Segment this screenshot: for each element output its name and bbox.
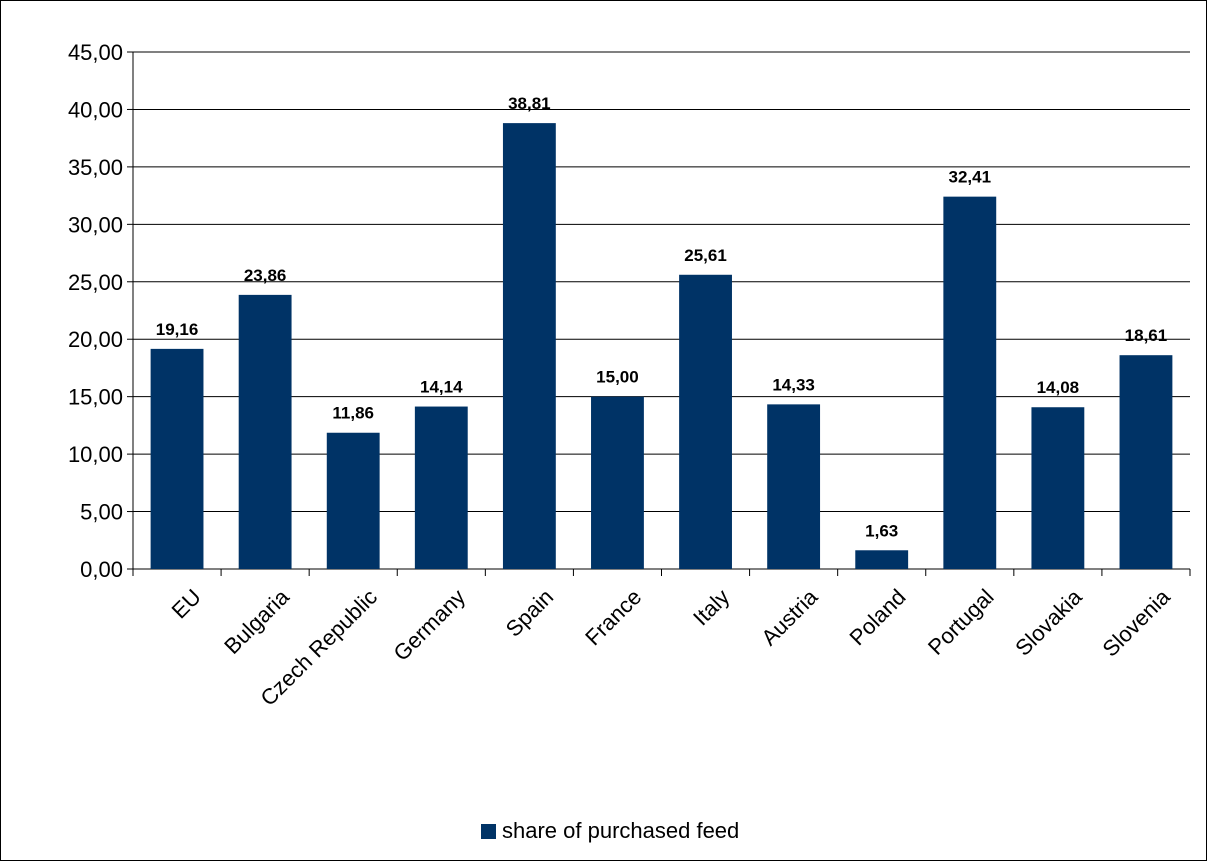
bar — [326, 432, 380, 569]
y-tick-label: 20,00 — [68, 327, 123, 352]
legend: share of purchased feed — [481, 818, 739, 844]
bars — [150, 123, 1173, 570]
axes — [127, 51, 1191, 576]
y-tick-label: 25,00 — [68, 270, 123, 295]
y-tick-label: 45,00 — [68, 40, 123, 65]
bar — [502, 123, 556, 570]
y-tick-label: 40,00 — [68, 97, 123, 122]
y-tick-label: 5,00 — [80, 500, 123, 525]
data-label: 38,81 — [508, 94, 551, 113]
legend-swatch — [481, 823, 496, 839]
y-tick-label: 35,00 — [68, 155, 123, 180]
y-tick-labels: 0,00 5,00 10,00 15,00 20,00 25,00 30,00 35,00 40… — [68, 40, 123, 582]
data-label: 23,86 — [244, 266, 287, 285]
data-label: 14,33 — [772, 375, 815, 394]
y-tick-label: 30,00 — [68, 212, 123, 237]
x-tick-label: EU — [167, 584, 206, 623]
y-tick-label: 0,00 — [80, 557, 123, 582]
data-label: 18,61 — [1125, 326, 1168, 345]
data-label: 32,41 — [949, 168, 992, 187]
gridlines — [133, 51, 1190, 513]
data-label: 14,14 — [420, 378, 463, 397]
legend-label: share of purchased feed — [502, 818, 740, 843]
bar — [591, 396, 644, 569]
bar — [1119, 355, 1173, 569]
bar — [767, 404, 821, 569]
data-label: 25,61 — [684, 246, 727, 265]
x-tick-label: Slovenia — [1097, 584, 1175, 662]
x-tick-label: Germany — [388, 584, 470, 666]
bar — [1031, 407, 1085, 569]
bar — [943, 196, 997, 569]
data-label: 14,08 — [1037, 378, 1080, 397]
y-tick-label: 15,00 — [68, 385, 123, 410]
data-label: 1,63 — [865, 521, 898, 540]
x-tick-label: Spain — [501, 584, 558, 641]
x-tick-label: Bulgaria — [219, 584, 294, 659]
data-labels: 19,16 23,86 11,86 14,14 38,81 15,00 25,61 14,33… — [156, 94, 1167, 540]
y-tick-label: 10,00 — [68, 442, 123, 467]
data-label: 15,00 — [596, 368, 639, 387]
x-tick-label: France — [580, 584, 646, 650]
x-tick-label: Portugal — [923, 584, 999, 660]
x-tick-label: Italy — [688, 584, 734, 630]
x-tick-label: Austria — [756, 584, 823, 651]
bar — [679, 274, 732, 569]
data-label: 19,16 — [156, 320, 199, 339]
x-tick-label: Poland — [844, 584, 910, 650]
x-tick-label: Slovakia — [1010, 584, 1087, 661]
data-label: 11,86 — [332, 404, 374, 423]
bar — [855, 550, 909, 569]
bar — [414, 406, 468, 569]
bar — [238, 294, 292, 569]
bar — [150, 348, 204, 569]
